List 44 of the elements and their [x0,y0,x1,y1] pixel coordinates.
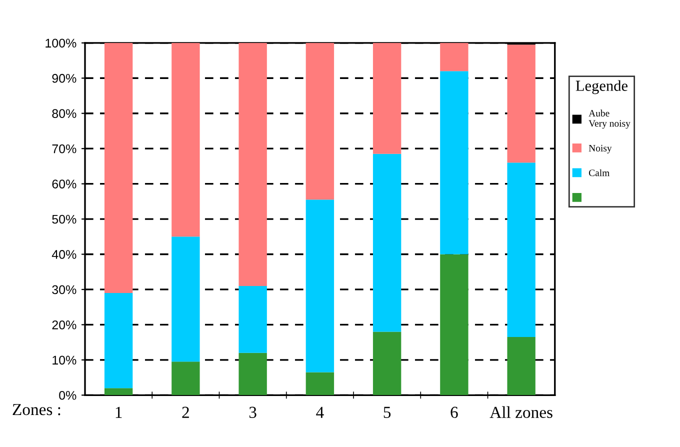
x-tick-label: 3 [249,406,256,418]
y-tick-label: 100% [46,38,76,48]
bar [440,42,468,72]
bar [306,372,334,396]
y-tick-label: 50% [52,214,76,224]
legend-title: Legende [576,80,628,94]
bar [507,162,536,338]
y-tick-label: 20% [52,320,76,330]
bar [238,42,267,286]
x-axis-title: Zones : [12,404,60,416]
bar [440,254,468,396]
x-tick-label: 2 [182,406,189,418]
bar [372,332,402,396]
bar [507,44,536,163]
bar [238,352,267,396]
bar [440,71,468,254]
x-tick-label: 6 [450,406,458,418]
bar [172,362,200,396]
legend-label: Aube Very noisy [588,110,630,129]
x-tick-label: 4 [316,406,324,418]
bar [507,337,536,396]
y-tick-label: 0% [59,390,76,400]
y-tick-label: 70% [52,144,76,154]
y-tick-label: 90% [52,74,76,83]
bar [172,236,200,362]
y-tick-label: 60% [52,180,76,188]
y-tick-label: 40% [52,250,76,259]
y-tick-label: 10% [52,356,76,365]
bar [306,42,334,200]
y-tick-label: 30% [52,285,76,294]
bar [372,42,402,154]
x-tick-label: 1 [116,406,122,418]
x-tick-label: 5 [384,406,391,418]
bar [372,154,402,332]
x-tick-label: All zones [490,406,552,418]
y-tick-label: 80% [52,109,76,118]
legend-label: Calm [588,169,610,176]
bar [238,286,267,353]
bar [104,42,133,293]
bar [172,42,200,237]
legend-label: Noisy [588,144,612,154]
bar [104,388,133,396]
bar [104,293,133,388]
bar [306,200,334,372]
